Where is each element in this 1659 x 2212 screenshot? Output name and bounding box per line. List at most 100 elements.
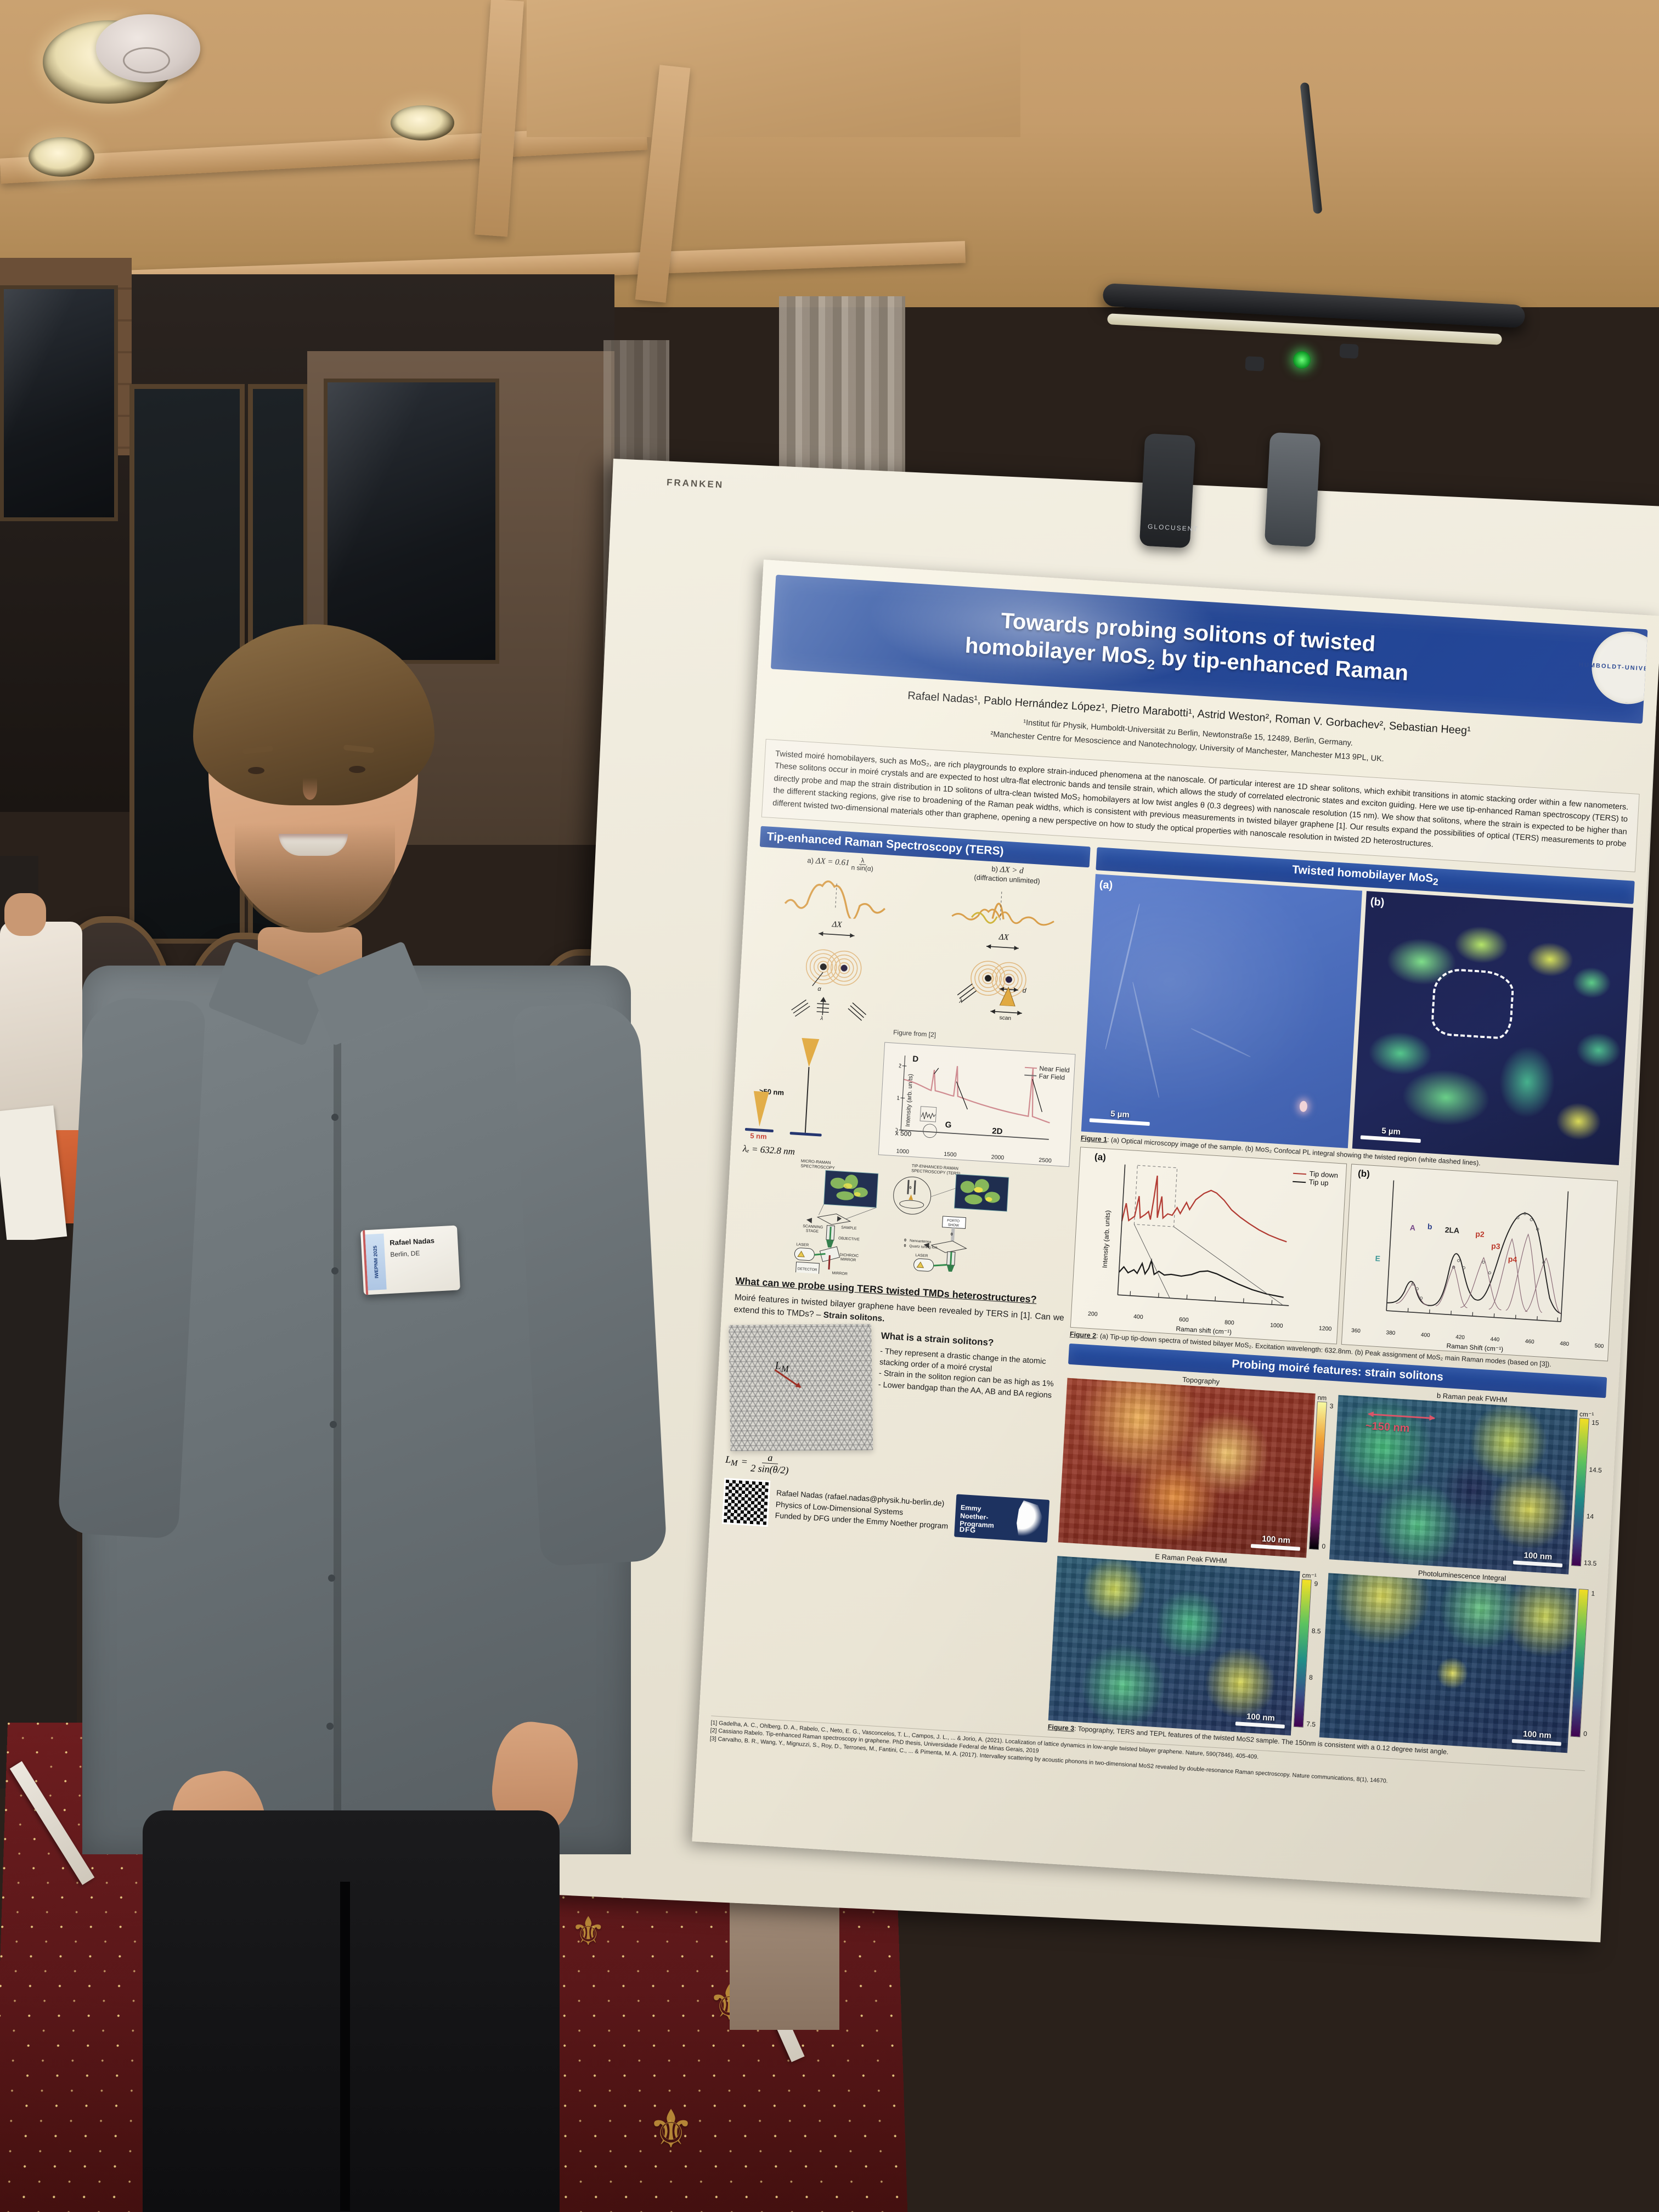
near-far-field-spectrum-plot: Intensity (arb. units) 0 1 2 [878, 1042, 1076, 1167]
tip-comparison-figure: >50 nm 5 nm λₑ = 632.8 nm Intensity (arb… [743, 1031, 1079, 1167]
shirt-placket [334, 1042, 341, 1810]
svg-text:LASER: LASER [796, 1243, 809, 1247]
map-cell-pl: Photoluminescence Integral 100 nm [1319, 1564, 1596, 1754]
svg-text:0: 0 [904, 1244, 906, 1248]
svg-text:SAMPLE: SAMPLE [841, 1226, 857, 1231]
figure1-panel-b: (b) 5 µm [1352, 890, 1634, 1165]
scalebar-fig1a: 5 µm [1089, 1108, 1150, 1126]
eye-left [248, 767, 264, 774]
peak-label-2d: 2D [991, 1126, 1003, 1136]
peak-label-2LA: 2LA [1444, 1225, 1460, 1235]
airy-rings-b: d λ [957, 960, 1027, 1007]
soliton-width-annotation: ~150 nm [1365, 1420, 1410, 1435]
window [324, 379, 499, 664]
beard [235, 823, 395, 933]
optical-microscopy-image: (a) 5 µm [1081, 873, 1362, 1148]
setup-legend-1: Nanoantenna [910, 1239, 932, 1244]
peak-label-d: D [912, 1054, 919, 1064]
window [0, 285, 118, 521]
delta-x-arrow-b [986, 944, 1019, 950]
peak-label-p4: p4 [1508, 1254, 1517, 1264]
qr-code[interactable] [721, 1477, 771, 1527]
recessed-downlight [29, 137, 94, 177]
scientific-poster: Towards probing solitons of twisted homo… [692, 560, 1659, 1898]
peak-label-g: G [945, 1120, 952, 1130]
nose [303, 778, 317, 800]
scalebar-b-fwhm: 100 nm [1513, 1550, 1563, 1568]
svg-text:1: 1 [896, 1095, 900, 1101]
figure1-row: (a) 5 µm (b) [1081, 873, 1634, 1165]
peak-label-E: E [1375, 1254, 1381, 1263]
formula-numerator: a [761, 1451, 779, 1464]
svg-text:STAGE: STAGE [806, 1229, 819, 1233]
poster-title: Towards probing solitons of twisted homo… [964, 608, 1409, 686]
carpet-fleur-de-lis: ⚜ [571, 1910, 606, 1954]
formula-denominator: 2 sin(θ/2) [750, 1462, 789, 1476]
conference-name-badge: IWEPNM 2025 Rafael Nadas Berlin, DE [360, 1225, 460, 1295]
scalebar-pl: 100 nm [1512, 1729, 1562, 1746]
map-cell-e-fwhm: E Raman Peak FWHM 100 nm cm⁻¹ [1048, 1547, 1325, 1737]
trousers [143, 1810, 560, 2212]
lamp-power-button[interactable] [1293, 351, 1311, 369]
peak-label-b: b [1427, 1222, 1432, 1231]
emmy-noether-dfg-logo: Emmy Noether- Programm DFG [954, 1494, 1050, 1543]
panel-label-b: (b) [1370, 895, 1385, 909]
airy-pattern-overlap-b [951, 891, 1055, 926]
lamp-clamp-right[interactable] [1264, 432, 1321, 548]
tip-up-down-spectra-plot: (a) Intensity (arb. units) [1070, 1147, 1347, 1345]
svg-text:λ: λ [959, 997, 963, 1004]
map-cell-b-fwhm: b Raman peak FWHM ~150 nm 100 nm cm⁻¹ [1329, 1385, 1606, 1576]
emmy-noether-silhouette [1008, 1499, 1046, 1540]
contact-text: Rafael Nadas (rafael.nadas@physik.hu-ber… [775, 1487, 950, 1532]
diffraction-figure: a) ΔX = 0.61 λ n sin(α) ΔX [750, 847, 1089, 1039]
badge-name: Rafael Nadas [389, 1236, 435, 1247]
svg-text:MIRROR: MIRROR [832, 1271, 848, 1276]
figure1-panel-a: (a) 5 µm [1081, 873, 1362, 1148]
left-column: Tip-enhanced Raman Spectroscopy (TERS) a… [712, 826, 1091, 1732]
svg-text:PORTO: PORTO [947, 1218, 960, 1223]
lamp-brightness-button[interactable] [1245, 356, 1265, 371]
svg-text:2: 2 [898, 1063, 902, 1069]
hair [193, 624, 435, 805]
e-raman-fwhm-heatmap: 100 nm [1048, 1556, 1300, 1736]
peak-label-p2: p2 [1475, 1229, 1485, 1239]
shirt-button [328, 1575, 335, 1582]
figure2-panel-a: (a) Intensity (arb. units) [1070, 1147, 1347, 1345]
lamp-mode-button[interactable] [1339, 343, 1359, 359]
confocal-pl-map: (b) 5 µm [1352, 890, 1634, 1165]
svg-text:MIRROR: MIRROR [840, 1257, 856, 1262]
peak-assignment-plot: (b) [1341, 1164, 1618, 1362]
fig2a-legend: Tip down Tip up [1292, 1169, 1338, 1188]
svg-text:0: 0 [951, 1232, 953, 1236]
svg-text:DETECTOR: DETECTOR [798, 1267, 817, 1272]
figure3-row-2: E Raman Peak FWHM 100 nm cm⁻¹ [1048, 1547, 1596, 1754]
soliton-explainer: LM What is a strain solitons? - They rep… [726, 1320, 1063, 1466]
soliton-text: What is a strain solitons? - They repres… [874, 1329, 1063, 1466]
svg-text:SPECTROSCOPY: SPECTROSCOPY [800, 1163, 835, 1170]
soliton-width-arrow [1368, 1413, 1435, 1420]
scan-arrow: scan [990, 1009, 1022, 1022]
nf-spectrum-curves: 0 1 2 [895, 1055, 1050, 1140]
sample-and-laser-a: λ [791, 996, 867, 1022]
humboldt-university-logo: HUMBOLDT-UNIVERSITÄT [1579, 629, 1648, 707]
near-tip-size-label: 5 nm [749, 1131, 768, 1141]
svg-text:SHOW: SHOW [948, 1223, 960, 1227]
svg-text:α: α [818, 985, 822, 992]
nf-legend: Near Field Far Field [1024, 1063, 1070, 1081]
figure3-row-1: Topography 100 nm nm [1058, 1368, 1606, 1576]
setup-left-title: MICRO-RAMAN [801, 1158, 831, 1165]
svg-text:LASER: LASER [915, 1253, 928, 1257]
badge-city: Berlin, DE [390, 1249, 420, 1259]
peak-label-p3: p3 [1491, 1241, 1500, 1251]
fig2b-curves [1386, 1180, 1569, 1322]
svg-text:scan: scan [999, 1014, 1011, 1021]
intensity-multiplier: x 500 [895, 1128, 912, 1138]
shirt-button [326, 1723, 334, 1730]
panel-label-a: (a) [1099, 878, 1113, 891]
moire-lattice-illustration: LM [729, 1324, 873, 1452]
right-column: Twisted homobilayer MoS2 (a) 5 µm [1047, 847, 1635, 1766]
recessed-downlight [391, 105, 454, 140]
b-raman-fwhm-heatmap: ~150 nm 100 nm [1329, 1395, 1578, 1575]
